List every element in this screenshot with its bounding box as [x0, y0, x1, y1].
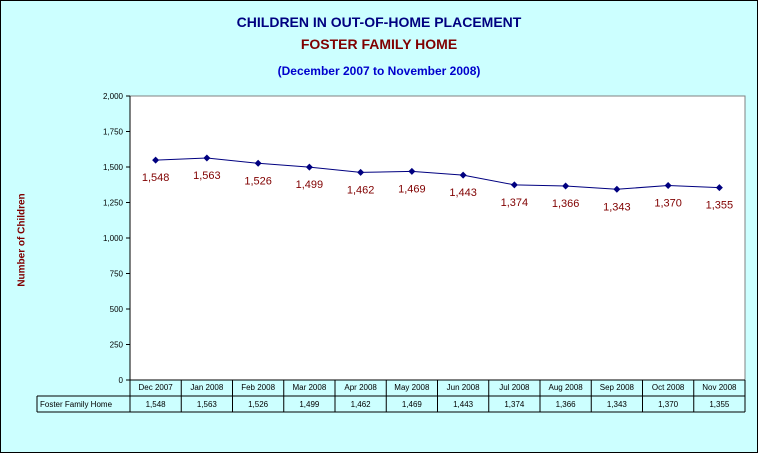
y-tick-label: 250 [110, 341, 124, 350]
x-tick-label: Aug 2008 [548, 383, 583, 392]
y-tick-label: 1,250 [103, 199, 124, 208]
y-tick-label: 1,000 [103, 234, 124, 243]
table-cell: 1,355 [709, 400, 730, 409]
chart-period: (December 2007 to November 2008) [277, 64, 481, 78]
data-label: 1,548 [142, 172, 170, 184]
data-label: 1,462 [347, 184, 375, 196]
data-label: 1,343 [603, 201, 631, 213]
series-line [155, 157, 720, 190]
series-foster-family-home: 1,548 1,563 1,526 1,499 1,462 1,469 1,443 1,374… [142, 154, 734, 213]
x-tick-label: Nov 2008 [702, 383, 737, 392]
data-label: 1,563 [193, 170, 221, 182]
y-tick-label: 2,000 [103, 92, 124, 101]
x-tick-label: Mar 2008 [292, 383, 326, 392]
table-cell: 1,366 [556, 400, 577, 409]
table-cell: 1,370 [658, 400, 679, 409]
x-tick-label: Dec 2007 [139, 383, 174, 392]
data-point [408, 167, 416, 175]
y-tick-label: 0 [119, 376, 124, 385]
data-label: 1,366 [552, 198, 580, 210]
data-label: 1,443 [449, 187, 477, 199]
x-tick-label: May 2008 [394, 383, 430, 392]
data-point [459, 171, 467, 179]
y-tick-label: 1,750 [103, 128, 124, 137]
table-cell: 1,469 [402, 400, 423, 409]
table-cell: 1,526 [248, 400, 269, 409]
data-label: 1,526 [244, 175, 272, 187]
chart-title: CHILDREN IN OUT-OF-HOME PLACEMENT [236, 14, 522, 30]
table-cell: 1,563 [197, 400, 218, 409]
data-point [613, 185, 621, 193]
x-tick-label: Jul 2008 [499, 383, 530, 392]
table-cell: 1,548 [146, 400, 167, 409]
data-point [664, 181, 672, 189]
data-table: Foster Family Home 1,548 1,563 1,526 1,499 1,… [36, 380, 746, 413]
data-point [715, 184, 723, 192]
chart-subtitle: FOSTER FAMILY HOME [300, 36, 458, 52]
x-tick-label: Jan 2008 [190, 383, 223, 392]
table-row-header: Foster Family Home [40, 400, 113, 409]
data-point [254, 159, 262, 167]
x-tick-label: Apr 2008 [344, 383, 377, 392]
table-cell: 1,462 [351, 400, 372, 409]
x-tick-label: Sep 2008 [600, 383, 635, 392]
y-axis: 0 250 500 750 1,000 1,250 1,500 1,750 2,000 [103, 92, 131, 385]
data-point [562, 182, 570, 190]
x-tick-label: Oct 2008 [652, 383, 685, 392]
data-point [305, 163, 313, 171]
table-cell: 1,499 [299, 400, 320, 409]
plot-area [129, 95, 746, 381]
data-label: 1,499 [296, 179, 324, 191]
x-tick-label: Jun 2008 [447, 383, 480, 392]
y-tick-label: 1,500 [103, 163, 124, 172]
y-tick-label: 750 [110, 270, 124, 279]
x-tick-label: Feb 2008 [241, 383, 275, 392]
table-cell: 1,343 [607, 400, 628, 409]
data-point [152, 156, 160, 164]
data-point [203, 154, 211, 162]
data-point [510, 181, 518, 189]
table-cell: 1,374 [504, 400, 525, 409]
data-label: 1,469 [398, 183, 426, 195]
data-label: 1,374 [501, 197, 529, 209]
data-label: 1,355 [706, 200, 734, 212]
table-cell: 1,443 [453, 400, 474, 409]
y-tick-label: 500 [110, 305, 124, 314]
data-point [357, 168, 365, 176]
data-label: 1,370 [654, 197, 682, 209]
